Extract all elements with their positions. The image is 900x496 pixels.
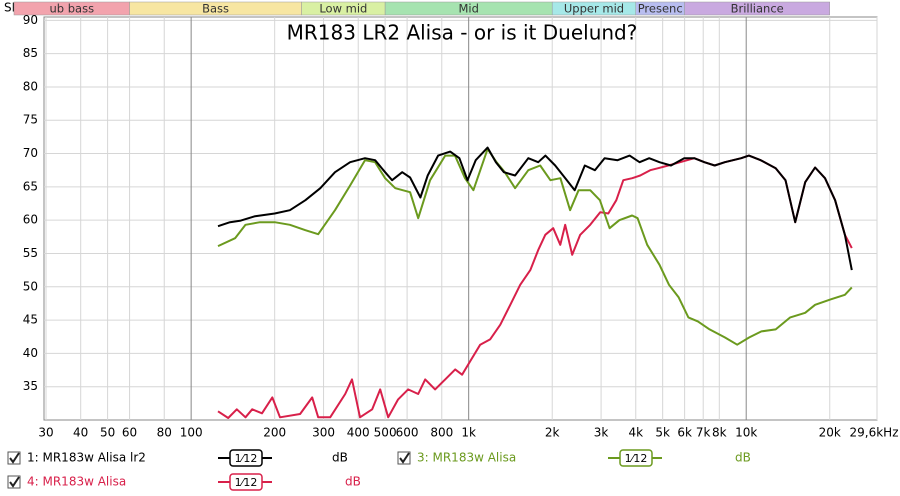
smoothing-label: 1⁄12 — [625, 452, 648, 465]
x-tick-label: 10k — [735, 426, 757, 440]
y-tick-label: 65 — [23, 179, 38, 193]
x-tick-label: 400 — [347, 426, 370, 440]
smoothing-label: 1⁄12 — [235, 476, 258, 489]
band-label: Bass — [202, 2, 229, 16]
band-label: Brilliance — [731, 2, 784, 16]
band-label: Mid — [458, 2, 478, 16]
checkmark — [9, 476, 20, 488]
x-tick-label: 30 — [38, 426, 53, 440]
x-tick-label: 800 — [430, 426, 453, 440]
x-tick-label: 50 — [100, 426, 115, 440]
band-label: Presenc — [638, 2, 683, 16]
band-label: ub bass — [49, 2, 94, 16]
legend-box — [229, 473, 263, 491]
x-tick-label: 100 — [180, 426, 203, 440]
band — [684, 1, 830, 16]
x-tick-label: 80 — [157, 426, 172, 440]
y-tick-label: 45 — [23, 313, 38, 327]
series-line — [217, 146, 853, 271]
y-tick-label: 40 — [23, 346, 38, 360]
unit-label: dB — [332, 451, 348, 465]
x-tick-label: 200 — [263, 426, 286, 440]
plot-area — [43, 16, 878, 421]
y-tick-label: 80 — [23, 79, 38, 93]
x-tick-label: 6k — [677, 426, 692, 440]
x-tick-label: 300 — [312, 426, 335, 440]
y-tick-label: 70 — [23, 146, 38, 160]
x-tick-label: 2k — [545, 426, 560, 440]
x-tick-label: 1k — [461, 426, 476, 440]
legend-label: 4: MR183w Alisa — [27, 475, 126, 489]
x-tick-label: 500 — [374, 426, 397, 440]
y-tick-label: 55 — [23, 246, 38, 260]
band-label: Low mid — [319, 2, 367, 16]
y-tick-label: 50 — [23, 279, 38, 293]
y-tick-label: 90 — [23, 13, 38, 27]
unit-label: dB — [735, 451, 751, 465]
series-line — [217, 147, 853, 346]
x-tick-label: 3k — [594, 426, 609, 440]
x-tick-label: 29,6kHz — [850, 426, 899, 440]
checkmark — [399, 452, 410, 464]
smoothing-label: 1⁄12 — [235, 452, 258, 465]
legend-box — [229, 449, 263, 467]
y-tick-label: 85 — [23, 46, 38, 60]
chart-title: MR183 LR2 Alisa - or is it Duelund? — [287, 21, 638, 45]
legend-box — [619, 449, 653, 467]
x-tick-label: 8k — [712, 426, 727, 440]
x-tick-label: 20k — [819, 426, 841, 440]
legend-label: 1: MR183w Alisa lr2 — [27, 451, 146, 465]
x-tick-label: 40 — [73, 426, 88, 440]
x-tick-label: 600 — [396, 426, 419, 440]
unit-label: dB — [345, 475, 361, 489]
y-tick-label: 75 — [23, 113, 38, 127]
x-tick-label: 5k — [655, 426, 670, 440]
y-tick-label: 60 — [23, 213, 38, 227]
x-tick-label: 60 — [122, 426, 137, 440]
x-tick-label: 4k — [628, 426, 643, 440]
x-tick-label: 7k — [696, 426, 711, 440]
band-label: Upper mid — [564, 2, 624, 16]
legend-label: 3: MR183w Alisa — [417, 451, 516, 465]
checkmark — [9, 452, 20, 464]
y-tick-label: 35 — [23, 379, 38, 393]
